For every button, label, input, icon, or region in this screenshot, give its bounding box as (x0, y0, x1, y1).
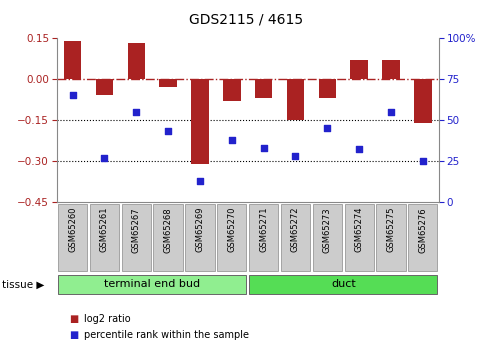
Text: GDS2115 / 4615: GDS2115 / 4615 (189, 12, 304, 26)
Bar (255, 79, 273, 98)
Text: GSM65272: GSM65272 (291, 207, 300, 253)
Text: ■: ■ (69, 314, 78, 324)
Bar (185, 204, 214, 271)
Bar (376, 204, 406, 271)
Bar (191, 79, 209, 164)
Bar (223, 79, 241, 101)
Bar (408, 204, 437, 271)
Bar (318, 79, 336, 98)
Text: duct: duct (331, 279, 355, 289)
Bar (249, 204, 278, 271)
Bar (351, 60, 368, 79)
Point (69, 92, 76, 98)
Text: GSM65261: GSM65261 (100, 207, 109, 253)
Point (323, 125, 331, 131)
Bar (313, 204, 342, 271)
Bar (382, 60, 400, 79)
Text: GSM65274: GSM65274 (354, 207, 364, 253)
Point (228, 137, 236, 142)
Bar (217, 204, 246, 271)
Text: ■: ■ (69, 330, 78, 339)
Bar (58, 204, 87, 271)
Text: GSM65267: GSM65267 (132, 207, 141, 253)
Point (387, 109, 395, 115)
Text: terminal end bud: terminal end bud (104, 279, 200, 289)
Bar (345, 204, 374, 271)
Bar (287, 79, 304, 120)
Text: GSM65270: GSM65270 (227, 207, 236, 253)
Point (132, 109, 140, 115)
Bar (128, 43, 145, 79)
Bar (159, 79, 177, 87)
Bar (153, 204, 183, 271)
Point (419, 158, 427, 164)
Text: GSM65276: GSM65276 (419, 207, 427, 253)
Point (101, 155, 108, 160)
Text: GSM65275: GSM65275 (387, 207, 395, 253)
Text: GSM65268: GSM65268 (164, 207, 173, 253)
Text: GSM65260: GSM65260 (68, 207, 77, 253)
Point (260, 145, 268, 150)
Bar (90, 204, 119, 271)
Bar (64, 41, 81, 79)
Point (355, 147, 363, 152)
Point (164, 129, 172, 134)
Text: percentile rank within the sample: percentile rank within the sample (84, 330, 249, 339)
Text: GSM65269: GSM65269 (195, 207, 205, 253)
Text: tissue ▶: tissue ▶ (2, 279, 45, 289)
Bar (122, 204, 151, 271)
Bar (414, 79, 431, 122)
Point (196, 178, 204, 183)
Bar (249, 275, 437, 294)
Point (291, 153, 299, 159)
Bar (281, 204, 310, 271)
Bar (58, 275, 246, 294)
Bar (96, 79, 113, 95)
Text: GSM65271: GSM65271 (259, 207, 268, 253)
Text: GSM65273: GSM65273 (323, 207, 332, 253)
Text: log2 ratio: log2 ratio (84, 314, 131, 324)
